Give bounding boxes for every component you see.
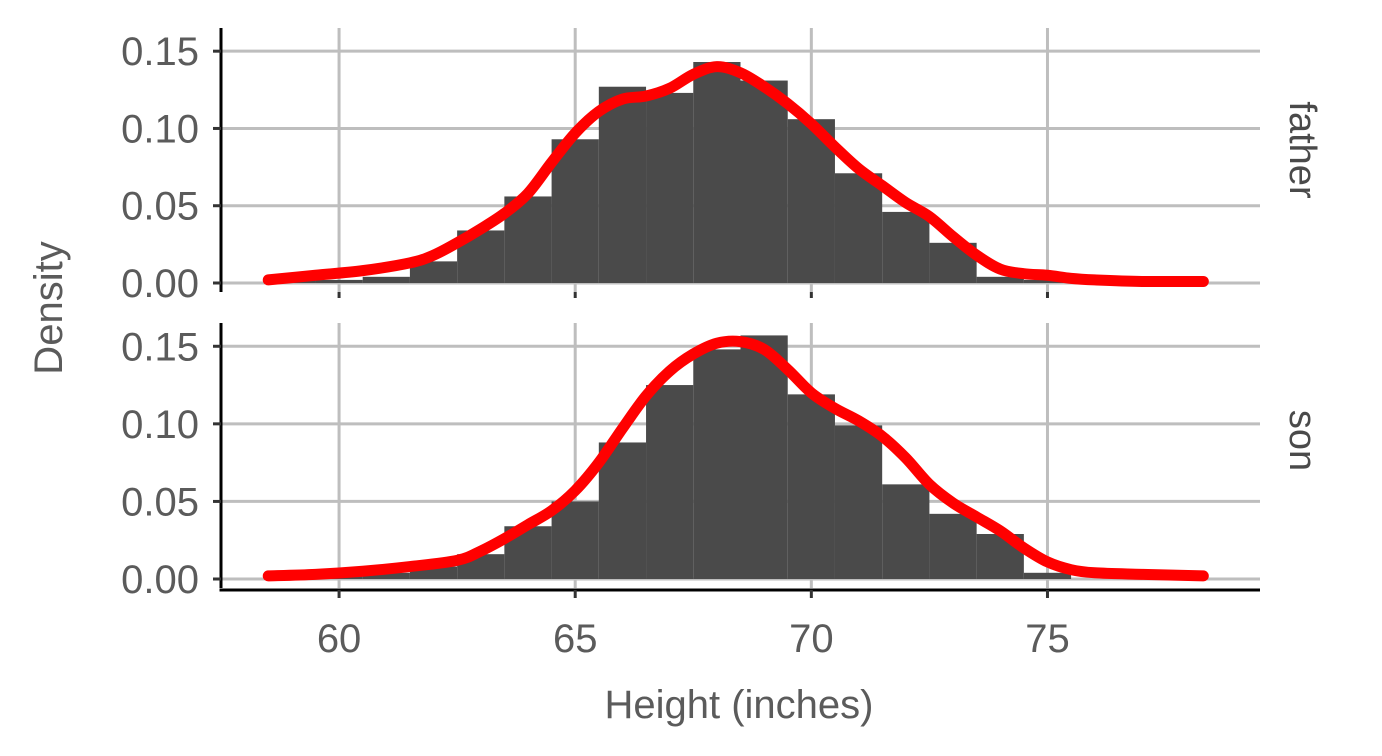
histogram-bar — [693, 62, 741, 283]
y-tick-label: 0.15 — [121, 30, 199, 74]
histogram-bar — [834, 173, 883, 283]
y-tick-label: 0.05 — [121, 185, 199, 229]
histogram-bar — [834, 425, 883, 579]
histogram-bar — [976, 276, 1024, 283]
x-axis-title: Height (inches) — [604, 683, 873, 727]
strip-label-son: son — [1281, 410, 1323, 471]
histogram-bar — [551, 501, 599, 579]
y-axis-title: Density — [27, 241, 71, 374]
histogram-bar — [1023, 279, 1072, 283]
histogram-bar — [929, 513, 977, 579]
axes-layer: 60 65 70 75 — [213, 28, 1260, 661]
histogram-bar — [882, 211, 930, 283]
histogram-bar — [315, 279, 363, 283]
histogram-bar — [362, 276, 410, 283]
panels-layer: 0.00 0.05 0.10 0.15 father 0.00 0.05 0.10 0.15 so… — [121, 28, 1323, 602]
x-tick-label: 60 — [317, 617, 362, 661]
y-tick-label: 0.10 — [121, 107, 199, 151]
histogram-bar — [787, 394, 835, 579]
histogram-bar — [598, 86, 647, 284]
histogram-bar — [1023, 572, 1072, 579]
y-tick-label: 0.10 — [121, 403, 199, 447]
histogram-bar — [882, 484, 930, 579]
histogram-bar — [409, 261, 458, 283]
histogram-bar — [740, 335, 788, 579]
y-tick-label: 0.05 — [121, 480, 199, 524]
histogram-bar — [646, 92, 694, 283]
histogram-bar — [362, 572, 410, 579]
x-tick-label: 75 — [1025, 617, 1070, 661]
histogram-bar — [551, 139, 599, 283]
y-tick-label: 0.15 — [121, 325, 199, 369]
histogram-bar — [598, 442, 647, 579]
histogram-bar — [646, 385, 694, 579]
histogram-bar — [740, 80, 788, 283]
panel-son: 0.00 0.05 0.10 0.15 son — [121, 323, 1323, 602]
density-curve — [262, 61, 1209, 288]
histogram-bar — [693, 349, 741, 579]
x-tick-label: 70 — [789, 617, 834, 661]
strip-label-father: father — [1281, 101, 1323, 199]
density-curve — [262, 335, 1209, 582]
y-tick-label: 0.00 — [121, 262, 199, 306]
y-tick-label: 0.00 — [121, 558, 199, 602]
x-tick-label: 65 — [553, 617, 598, 661]
panel-father: 0.00 0.05 0.10 0.15 father — [121, 28, 1323, 306]
